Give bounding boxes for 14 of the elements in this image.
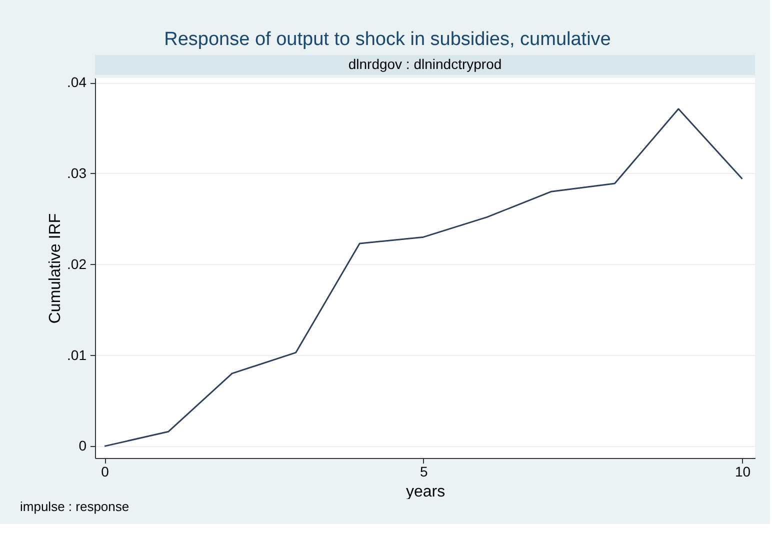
line-series	[104, 108, 743, 447]
chart-title: Response of output to shock in subsidies, cumulative	[164, 29, 611, 50]
chart-subtitle: dlnrdgov : dlnindctryprod	[348, 56, 502, 72]
y-tick-label: .03	[67, 164, 87, 181]
y-tick-label: 0	[78, 438, 87, 454]
y-tick-label: .01	[67, 346, 87, 363]
y-tick-label: .04	[67, 74, 87, 90]
y-axis-title: Cumulative IRF	[47, 213, 64, 324]
y-tick-label: .02	[67, 256, 87, 272]
x-axis-title: years	[406, 484, 446, 500]
x-tick-label: 0	[101, 464, 110, 480]
text: impulse : response	[20, 499, 130, 514]
x-tick-label: 5	[420, 464, 428, 480]
x-tick-label: 10	[734, 464, 751, 480]
